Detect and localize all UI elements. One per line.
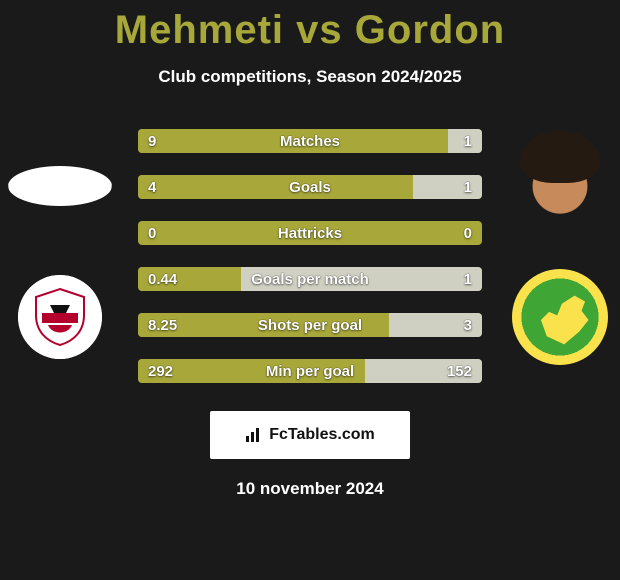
player-left-placeholder-icon [8,166,112,206]
bristol-city-crest-icon [18,275,102,359]
snapshot-date: 10 november 2024 [0,479,620,499]
stat-bar: 8.253Shots per goal [138,313,482,337]
stat-label: Goals [138,175,482,199]
vs-separator: vs [296,8,343,52]
stat-label: Min per goal [138,359,482,383]
comparison-title: Mehmeti vs Gordon [0,0,620,53]
stat-bar: 292152Min per goal [138,359,482,383]
right-column [508,129,612,369]
stat-bar: 41Goals [138,175,482,199]
stat-label: Goals per match [138,267,482,291]
club-left-crest [8,265,112,369]
stat-label: Matches [138,129,482,153]
stat-bar: 0.441Goals per match [138,267,482,291]
source-badge-text: FcTables.com [269,426,375,444]
stat-bars: 91Matches 41Goals 00Hattricks 0.441Goals pe… [138,129,482,383]
stat-bar: 00Hattricks [138,221,482,245]
norwich-city-crest-icon [512,269,608,365]
left-column [8,129,112,369]
player-left-photo [8,129,112,233]
player-right-photo [508,129,612,233]
stat-label: Shots per goal [138,313,482,337]
stat-bar: 91Matches [138,129,482,153]
source-badge[interactable]: FcTables.com [210,411,410,459]
player-right-photo-icon [508,129,612,233]
stat-label: Hattricks [138,221,482,245]
player-right-name: Gordon [355,8,505,52]
comparison-body: 91Matches 41Goals 00Hattricks 0.441Goals pe… [0,129,620,383]
player-left-name: Mehmeti [115,8,284,52]
chart-icon [245,426,263,444]
club-right-crest [508,265,612,369]
comparison-subtitle: Club competitions, Season 2024/2025 [0,67,620,87]
